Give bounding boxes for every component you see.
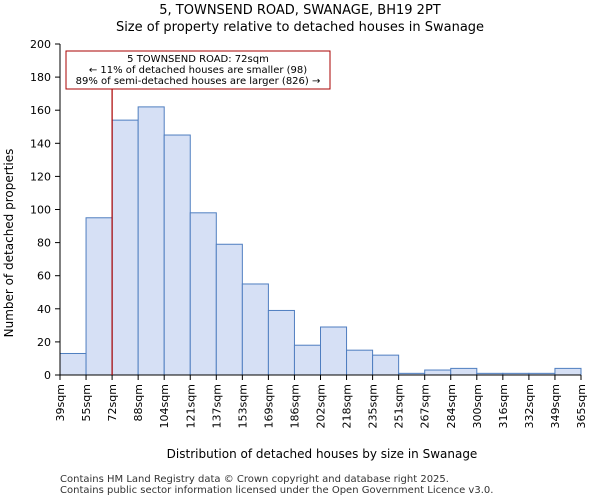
annotation-line-1: 5 TOWNSEND ROAD: 72sqm [127, 54, 269, 65]
footer-copyright: Contains HM Land Registry data © Crown c… [60, 474, 449, 485]
y-tick-label: 140 [30, 137, 51, 150]
x-tick-label: 284sqm [445, 384, 458, 428]
histogram-bar [215, 243, 243, 376]
y-tick-label: 160 [30, 104, 51, 117]
x-tick-label: 332sqm [523, 384, 536, 428]
histogram-bar [189, 212, 217, 376]
x-tick-label: 349sqm [549, 384, 562, 428]
histogram-bar [554, 367, 582, 376]
histogram-bar [293, 344, 322, 376]
x-tick-label: 137sqm [210, 384, 223, 428]
histogram-bar [372, 354, 400, 376]
x-tick-label: 202sqm [315, 384, 328, 428]
y-tick-label: 60 [37, 270, 51, 283]
x-axis-label: Distribution of detached houses by size … [167, 447, 478, 461]
histogram-bar [137, 106, 165, 376]
x-tick-label: 121sqm [184, 384, 197, 428]
y-tick-label: 200 [30, 38, 51, 51]
annotation-box-border [65, 50, 331, 90]
x-tick-label: 153sqm [236, 384, 249, 428]
x-tick-label: 251sqm [393, 384, 406, 428]
x-tick-label: 300sqm [471, 384, 484, 428]
bars [59, 106, 582, 376]
histogram-bar [241, 283, 269, 376]
histogram-bar [424, 369, 452, 376]
histogram-bar [267, 309, 295, 376]
chart-title-line1: 5, TOWNSEND ROAD, SWANAGE, BH19 2PT [159, 3, 441, 18]
histogram-bar [346, 349, 374, 376]
x-tick-label: 365sqm [575, 384, 588, 428]
x-tick-label: 235sqm [367, 384, 380, 428]
annotation-line-3: 89% of semi-detached houses are larger (… [76, 76, 321, 87]
histogram-bar [320, 326, 348, 376]
y-tick-label: 0 [44, 369, 51, 382]
chart-title-line2: Size of property relative to detached ho… [115, 20, 485, 35]
y-tick-label: 180 [30, 71, 51, 84]
annotation-line-2: ← 11% of detached houses are smaller (98… [89, 65, 307, 76]
footer-licence: Contains public sector information licen… [60, 485, 494, 496]
histogram-bar [111, 119, 139, 376]
y-tick-label: 120 [30, 170, 51, 183]
x-tick-label: 88sqm [132, 384, 145, 421]
y-tick-label: 20 [37, 336, 51, 349]
y-tick-label: 100 [30, 204, 51, 217]
x-tick-label: 169sqm [262, 384, 275, 428]
tick-labels: 0 20 40 60 80 100 120 140 160 180 200 39sqm 55sqm 72s… [30, 38, 588, 428]
x-tick-label: 267sqm [419, 384, 432, 428]
x-tick-label: 316sqm [497, 384, 510, 428]
y-tick-label: 80 [37, 237, 51, 250]
x-tick-label: 39sqm [54, 384, 67, 421]
histogram-bar [450, 367, 478, 376]
annotation-box: 5 TOWNSEND ROAD: 72sqm ← 11% of detached… [65, 50, 331, 90]
x-tick-label: 104sqm [158, 384, 171, 428]
histogram-bar [85, 217, 113, 376]
x-tick-label: 72sqm [106, 384, 119, 421]
y-tick-label: 40 [37, 303, 51, 316]
x-tick-label: 55sqm [80, 384, 93, 421]
x-tick-label: 218sqm [341, 384, 354, 428]
histogram-bar [163, 134, 191, 376]
x-tick-label: 186sqm [288, 384, 301, 428]
y-axis-label: Number of detached properties [2, 149, 16, 338]
histogram-bar [59, 352, 87, 376]
axes [55, 43, 582, 380]
